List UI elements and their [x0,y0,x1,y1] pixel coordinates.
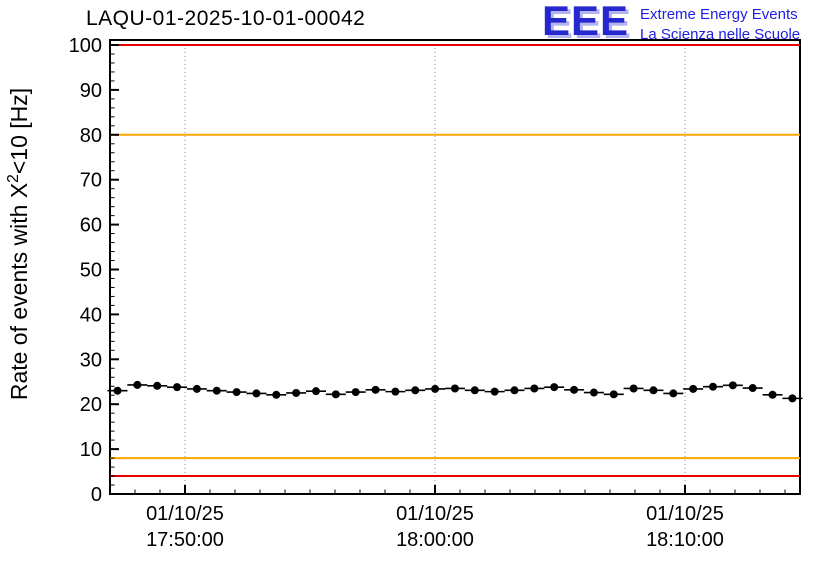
data-point [709,382,717,391]
data-point [788,394,797,403]
data-point [411,386,420,395]
data-point [252,389,261,398]
data-point [629,384,638,393]
data-point [728,381,737,390]
eee-logo-line2: La Scienza nelle Scuole [640,26,801,43]
y-tick-label: 100 [69,35,102,57]
x-tick-label-time: 17:50:00 [146,529,224,551]
data-point [173,383,182,392]
eee-logo-line1: Extreme Energy Events [640,6,798,23]
data-point [351,388,360,397]
data-point [212,386,221,395]
x-tick-label-time: 18:00:00 [396,529,474,551]
eee-logo-text: Extreme Energy Events La Scienza nelle S… [640,2,800,43]
plot-title: LAQU-01-2025-10-01-00042 [86,7,366,30]
data-point [371,385,380,394]
data-point [649,386,658,395]
x-tick-label-date: 01/10/25 [396,503,474,525]
data-point [530,384,539,393]
data-point [450,384,459,393]
data-point [133,380,142,389]
data-point [470,386,479,395]
data-point [490,387,499,396]
data-point [292,388,301,397]
y-tick-label: 60 [80,215,102,237]
y-tick-label: 80 [80,125,102,147]
data-point [272,390,281,399]
data-point [689,384,698,393]
data-point [589,388,598,397]
data-point [431,384,440,393]
data-point [331,390,340,399]
y-tick-label: 10 [80,439,102,461]
y-tick-label: 20 [80,394,102,416]
y-tick-label: 0 [91,484,102,506]
y-tick-label: 40 [80,304,102,326]
x-tick-label-date: 01/10/25 [646,503,724,525]
y-tick-label: 70 [80,170,102,192]
x-tick-label-time: 18:10:00 [646,529,724,551]
data-point [768,390,777,399]
x-tick-label-date: 01/10/25 [146,503,224,525]
eee-logo: EEE Extreme Energy Events La Scienza nel… [542,0,800,44]
data-point [570,385,579,394]
data-point [510,386,519,395]
y-tick-label: 50 [80,260,102,282]
data-point [192,384,201,393]
data-point [550,383,559,392]
data-point [312,387,320,396]
plot-frame [109,39,801,495]
y-tick-label: 30 [80,349,102,371]
y-tick-label: 90 [80,80,102,102]
eee-logo-acronym: EEE [542,0,630,44]
data-point [153,381,162,390]
data-point [391,387,400,396]
data-point [609,390,618,399]
data-point [748,384,757,393]
data-point [113,386,122,395]
data-point [669,389,678,398]
data-point [232,388,241,397]
